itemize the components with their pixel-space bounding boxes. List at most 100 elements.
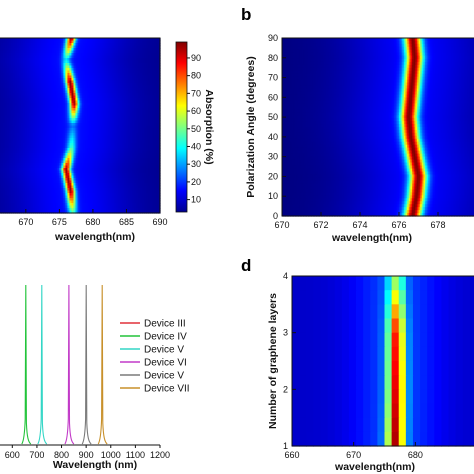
panel-a-heat-cell [19,135,22,139]
panel-a-heat-cell [13,168,16,172]
panel-a-heat-cell [65,183,69,187]
panel-a-heat-cell [117,170,121,174]
panel-a-heat-cell [151,150,155,154]
panel-a-heat-cell [67,115,71,119]
panel-a-heat-cell [69,188,73,192]
panel-a-heat-cell [13,80,16,84]
panel-a-heat-cell [145,75,149,79]
panel-a-heat-cell [151,165,155,169]
panel-a-heat-cell [39,70,42,74]
panel-a-heat-cell [89,140,93,144]
panel-a-heat-cell [135,180,139,184]
panel-a-heat-cell [7,98,10,102]
panel-a-heat-cell [49,78,52,82]
panel-a-heat-cell [53,60,56,64]
panel-a-heat-cell [127,83,131,87]
panel-a-heat-cell [155,65,159,69]
panel-a-heat-cell [39,73,42,77]
panel-a-heat-cell [13,108,16,112]
panel-a-heat-cell [9,180,12,184]
panel-a-heat-cell [75,48,79,52]
panel-a-heat-cell [33,118,36,122]
panel-a-heat-cell [103,120,107,124]
panel-a-heat-cell [111,145,115,149]
panel-a-heat-cell [75,185,79,189]
panel-a-heat-cell [7,70,10,74]
panel-a-heat-cell [1,108,4,112]
panel-a-heat-cell [137,73,141,77]
panel-a-heat-cell [117,100,121,104]
panel-a-heat-cell [9,83,12,87]
panel-a-heat-cell [61,60,64,64]
panel-a-heat-cell [103,70,107,74]
panel-a-heat-cell [3,138,6,142]
panel-a-heat-cell [25,85,28,89]
panel-a-heat-cell [3,55,6,59]
panel-a-heat-cell [33,73,36,77]
panel-a-heat-cell [107,130,111,134]
panel-a-heat-cell [157,105,161,109]
panel-a-heat-cell [121,90,125,94]
panel-a-heat-cell [69,120,73,124]
panel-a-heat-cell [111,93,115,97]
panel-a-heat-cell [151,185,155,189]
panel-a-heat-cell [39,53,42,57]
panel-a-heat-cell [63,70,67,74]
panel-a-heat-cell [97,98,101,102]
panel-a-heat-cell [81,148,85,152]
panel-a-heat-cell [105,43,109,47]
panel-a-heat-cell [11,78,14,82]
panel-a-heat-cell [131,178,135,182]
panel-a-heat-cell [45,78,48,82]
panel-a-heat-cell [15,100,18,104]
panel-a-heat-cell [71,80,75,84]
panel-a-heat-cell [53,40,56,44]
panel-a-heat-cell [101,48,105,52]
panel-a-heat-cell [125,105,129,109]
panel-a-heat-cell [49,115,52,119]
panel-a-heat-cell [3,85,6,89]
panel-a-heat-cell [131,85,135,89]
panel-a-heat-cell [149,50,153,54]
panel-a-heat-cell [155,90,159,94]
panel-a-heat-cell [141,150,145,154]
panel-a-heat-cell [43,75,46,79]
panel-a-heat-cell [135,40,139,44]
panel-a-heat-cell [109,103,113,107]
panel-a-heat-cell [1,43,4,47]
panel-a-heat-cell [5,148,8,152]
panel-a-heat-cell [77,75,81,79]
panel-a-heat-cell [107,120,111,124]
panel-a-heat-cell [39,93,42,97]
panel-a-heat-cell [143,188,147,192]
panel-a-heat-cell [43,105,46,109]
panel-a-heat-cell [113,93,117,97]
panel-a-heat-cell [123,185,127,189]
panel-a-heat-cell [3,115,6,119]
panel-a-heat-cell [151,173,155,177]
panel-a-heat-cell [77,95,81,99]
panel-a-heat-cell [133,150,137,154]
panel-a-heat-cell [125,80,129,84]
panel-a-heat-cell [53,120,56,124]
panel-a-heat-cell [65,188,69,192]
panel-a-heat-cell [61,183,64,187]
panel-a-heat-cell [33,55,36,59]
panel-a-heat-cell [11,168,14,172]
panel-a-heat-cell [11,55,14,59]
panel-a-heat-cell [93,98,97,102]
panel-a-heat-cell [103,173,107,177]
panel-a-heat-cell [59,160,62,164]
panel-a-heat-cell [45,193,48,197]
panel-a-heat-cell [37,130,40,134]
panel-a-heat-cell [59,38,62,42]
panel-a-heat-cell [55,145,58,149]
panel-a-heat-cell [93,40,97,44]
panel-a-heat-cell [65,38,69,42]
panel-a-heat-cell [21,55,24,59]
panel-a-heat-cell [59,98,62,102]
panel-a-heat-cell [79,98,83,102]
panel-a-heat-cell [91,88,95,92]
panel-a-heat-cell [35,83,38,87]
panel-a-heat-cell [147,160,151,164]
